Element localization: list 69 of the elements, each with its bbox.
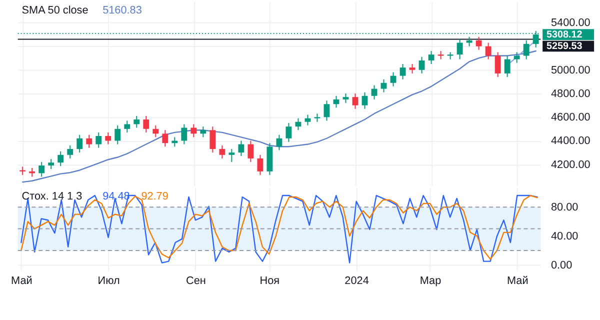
candlestick [67,144,74,159]
candlestick [514,52,520,64]
x-tick-label: Май [11,275,32,288]
x-tick-label: Ноя [260,275,280,288]
candlestick [362,92,368,110]
y-tick-label: 0.00 [550,259,572,272]
candlestick [105,132,112,145]
y-tick-label: 4200.00 [550,158,590,171]
chart-title: Стох. 14 1 3 [22,190,82,202]
x-tick-label: Июл [98,275,120,288]
x-tick-label: Сен [186,275,206,288]
candlestick [228,148,235,162]
candlestick [504,55,510,78]
y-tick-label: 4400.00 [550,135,590,148]
candlestick [342,93,349,104]
annotation: 5160.83 [102,4,142,16]
candlestick [324,100,330,122]
y-tick-label: 4800.00 [550,88,590,100]
candlestick [371,84,378,100]
annotation: 92.79 [141,190,168,202]
candlestick [162,130,168,148]
candlestick [456,38,463,60]
y-tick-label: 5400.00 [550,17,590,30]
y-tick-label: 4600.00 [550,112,590,124]
ref-line-label: 5308.12 [546,29,583,40]
candlestick [494,52,501,78]
candlestick [257,154,264,176]
candlestick [143,115,150,133]
candlestick [200,126,206,138]
candlestick [38,161,45,178]
candlestick [181,124,188,145]
candlestick [248,140,254,162]
candlestick [76,134,83,154]
x-tick-label: 2024 [344,275,369,288]
candlestick [380,78,387,93]
candlestick [238,140,244,157]
candlestick [390,72,396,87]
y-tick-label: 40.00 [550,230,578,242]
candlestick [409,64,416,74]
candlestick [96,132,102,148]
candlestick [219,144,226,159]
candlestick [295,118,302,131]
candlestick [304,114,311,126]
candlestick [114,124,121,145]
y-tick-label: 80.00 [550,202,578,214]
candlestick [86,134,92,148]
candlestick [523,40,530,60]
candlestick [400,64,406,80]
candlestick [485,42,492,60]
candlestick [428,50,434,64]
candlestick [476,36,482,50]
candlestick [418,56,425,74]
chart-title: SMA 50 close [22,4,88,16]
candlestick [352,93,358,110]
candlestick [276,134,282,151]
x-tick-label: Мар [420,275,442,288]
y-tick-label: 5000.00 [550,64,590,76]
candlestick [48,158,54,170]
x-tick-label: Май [506,275,528,288]
candlestick [172,136,178,148]
candlestick [190,124,197,138]
candlestick [58,150,64,167]
candlestick [210,126,216,154]
candlestick [286,122,292,142]
annotation: 94.48 [102,190,130,202]
candlestick [134,115,140,128]
candlestick [124,120,130,133]
candlestick [152,124,159,138]
ref-line-label: 5259.53 [546,41,583,52]
